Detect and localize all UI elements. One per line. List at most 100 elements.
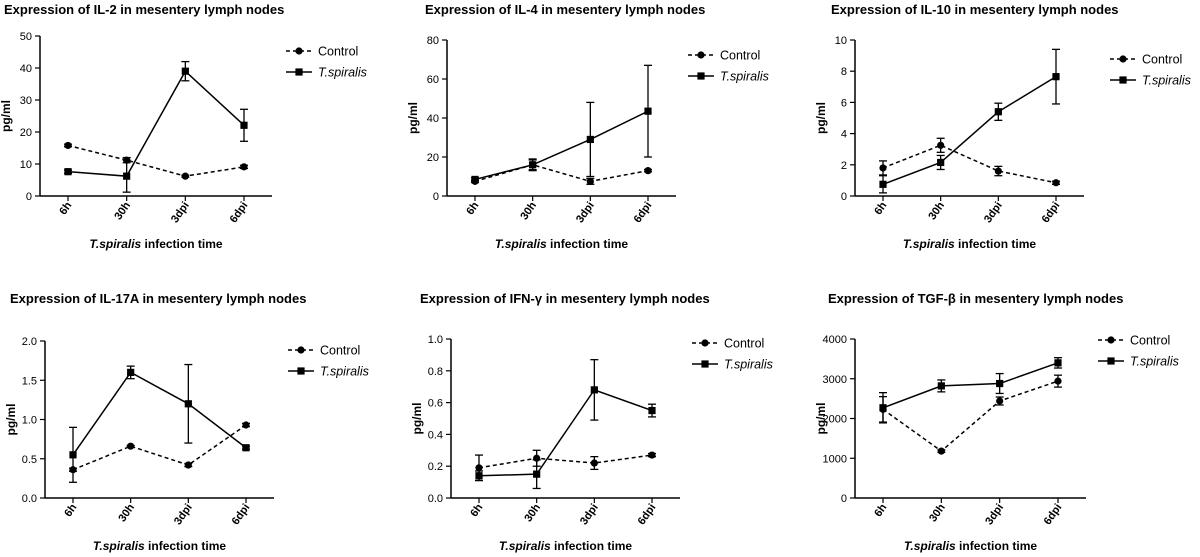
data-point: [648, 406, 656, 415]
legend-marker: [1119, 55, 1127, 63]
legend-label: Control: [724, 337, 764, 351]
y-tick-label: 10: [20, 159, 32, 171]
series-line: [882, 380, 1059, 453]
y-axis-label: pg/ml: [4, 404, 18, 436]
y-tick-label: 50: [20, 31, 32, 43]
y-axis-label: pg/ml: [0, 100, 13, 132]
legend: Control T.spiralis: [286, 45, 367, 80]
legend-marker: [295, 47, 303, 55]
y-axis-label: pg/ml: [814, 102, 828, 134]
data-point: [181, 67, 189, 75]
x-axis-label-italic: T.spiralis: [93, 539, 145, 553]
data-point: [644, 107, 652, 115]
series-control: [64, 141, 248, 180]
data-point: [586, 177, 594, 185]
y-tick-label: 20: [20, 127, 32, 139]
series-control: [475, 449, 656, 482]
x-axis-label: T.spiralis infection time: [904, 539, 1037, 553]
legend-marker: [1107, 336, 1115, 344]
x-axis-label-italic: T.spiralis: [903, 237, 955, 251]
data-point: [127, 442, 135, 450]
data-point: [1052, 73, 1060, 81]
data-point: [648, 451, 656, 459]
y-axis-label: pg/ml: [814, 403, 828, 435]
x-tick-label: 6h: [872, 502, 889, 520]
x-axis-label: T.spiralis infection time: [93, 539, 226, 553]
x-tick-label: 30h: [522, 502, 543, 525]
data-point: [644, 167, 652, 175]
x-axis-label: T.spiralis infection time: [495, 237, 628, 251]
y-tick-label: 8: [841, 66, 847, 78]
data-point: [181, 172, 189, 180]
y-tick-label: 0.5: [22, 454, 37, 466]
data-point: [127, 368, 135, 376]
legend-label: T.spiralis: [724, 358, 773, 372]
x-tick-label: 6h: [464, 200, 481, 218]
data-point: [879, 180, 887, 188]
data-point: [533, 470, 541, 478]
data-point: [994, 167, 1002, 175]
series-line: [474, 110, 649, 181]
y-tick-label: 1.0: [22, 415, 37, 427]
x-tick-label: 30h: [518, 200, 539, 223]
legend: Control T.spiralis: [688, 49, 769, 84]
data-point: [937, 382, 945, 390]
legend-label: T.spiralis: [720, 70, 769, 84]
legend-marker: [297, 367, 305, 375]
x-axis-label-italic: T.spiralis: [499, 539, 551, 553]
y-tick-label: 10: [835, 35, 847, 47]
data-point: [240, 163, 248, 171]
x-axis-label: T.spiralis infection time: [499, 539, 632, 553]
legend-label: Control: [318, 45, 358, 59]
data-point: [996, 397, 1004, 405]
x-tick-label: 3dpi: [983, 502, 1006, 527]
y-tick-label: 20: [427, 152, 439, 164]
legend-label: Control: [1142, 53, 1182, 67]
data-point: [240, 121, 248, 129]
legend-label: Control: [320, 344, 360, 358]
legend-marker: [1107, 357, 1115, 365]
chart-panel-2: Expression of IL-4 in mesentery lymph no…: [406, 2, 769, 251]
chart-panel-3: Expression of IL-10 in mesentery lymph n…: [814, 2, 1191, 251]
series-t-spiralis: [69, 363, 250, 483]
data-point: [937, 141, 945, 149]
data-point: [242, 421, 250, 429]
x-axis-label-rest: infection time: [551, 539, 633, 553]
data-point: [1054, 377, 1062, 385]
series-t-spiralis: [64, 60, 248, 193]
x-tick-label: 3dpi: [574, 200, 597, 225]
legend-label: Control: [1130, 334, 1170, 348]
x-tick-label: 6h: [872, 200, 889, 218]
y-tick-label: 0: [26, 191, 32, 203]
chart-title: Expression of IFN-γ in mesentery lymph n…: [420, 291, 710, 306]
legend-label: T.spiralis: [318, 66, 367, 80]
series-line: [882, 76, 1057, 186]
legend-label: Control: [720, 49, 760, 63]
data-point: [590, 459, 598, 467]
series-line: [67, 144, 245, 177]
x-axis-label-rest: infection time: [141, 237, 223, 251]
x-axis-label-rest: infection time: [145, 539, 227, 553]
data-point: [64, 168, 72, 176]
legend-marker: [701, 339, 709, 347]
chart-title: Expression of IL-17A in mesentery lymph …: [10, 291, 306, 306]
y-tick-label: 2: [841, 160, 847, 172]
x-tick-label: 6h: [62, 502, 79, 520]
legend-label: T.spiralis: [1142, 74, 1191, 88]
x-tick-label: 6dpi: [228, 200, 251, 225]
data-point: [123, 172, 131, 180]
data-point: [937, 447, 945, 455]
data-point: [475, 464, 483, 472]
y-tick-label: 0.6: [428, 398, 443, 410]
y-tick-label: 60: [427, 74, 439, 86]
y-tick-label: 2.0: [22, 336, 37, 348]
data-point: [69, 451, 77, 459]
chart-title: Expression of TGF-β in mesentery lymph n…: [828, 291, 1123, 306]
chart-panel-1: Expression of IL-2 in mesentery lymph no…: [0, 2, 367, 251]
x-tick-label: 6h: [57, 200, 74, 218]
x-axis-label-italic: T.spiralis: [89, 237, 141, 251]
x-tick-label: 6dpi: [230, 502, 253, 527]
series-line: [478, 454, 653, 469]
series-control: [879, 374, 1062, 455]
data-point: [937, 158, 945, 167]
